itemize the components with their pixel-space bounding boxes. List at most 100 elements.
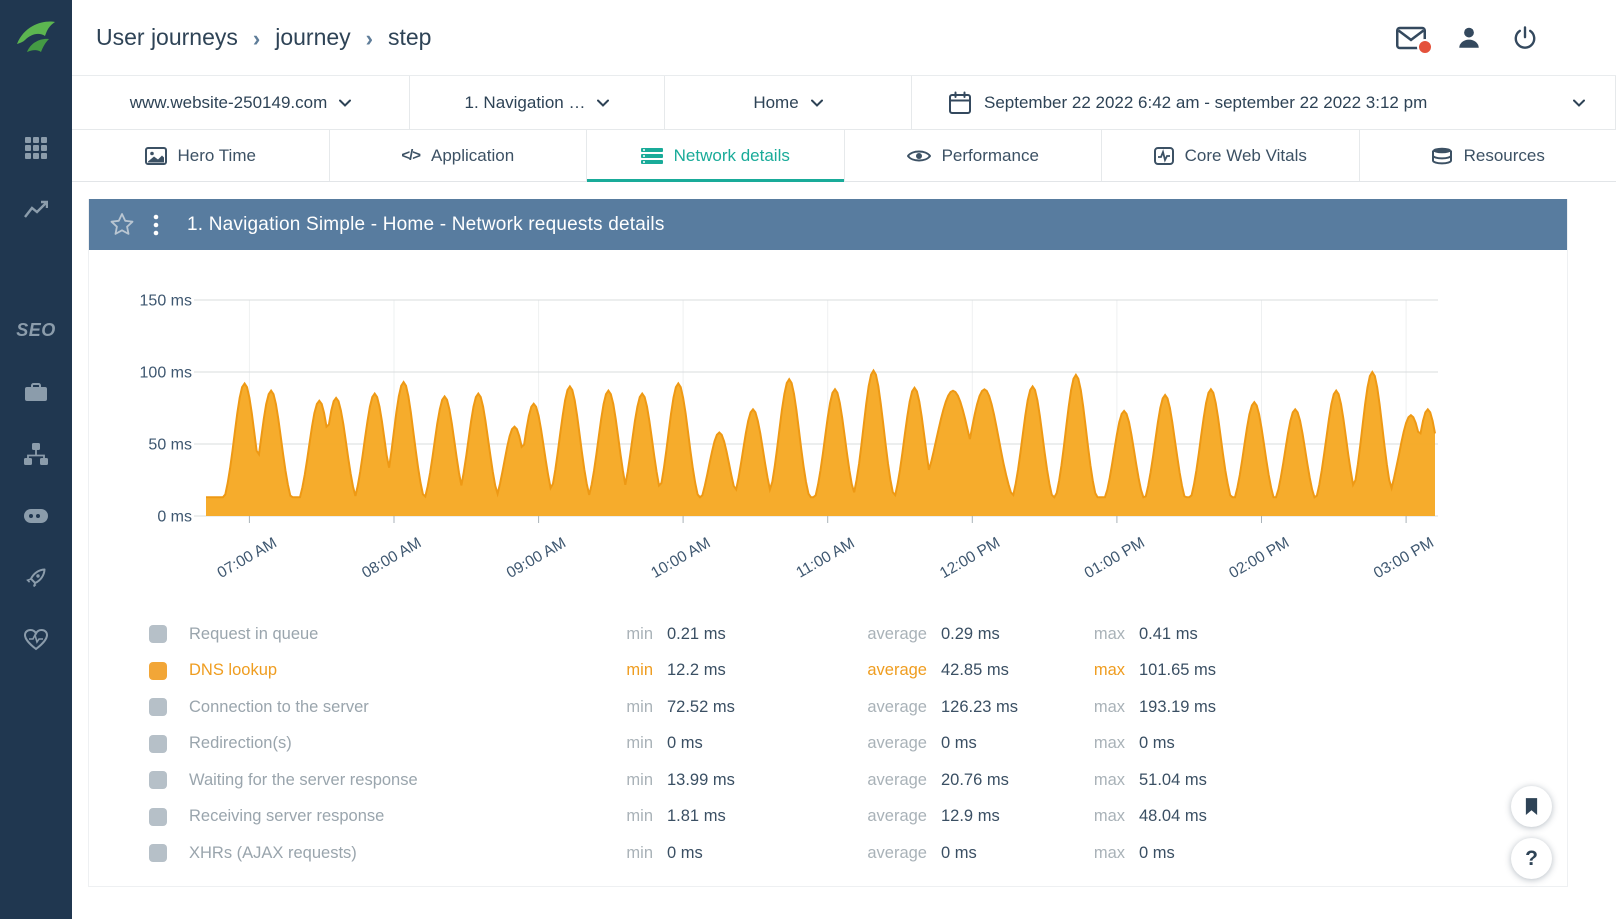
max-label: max [1093, 843, 1125, 862]
breadcrumb-user-journeys[interactable]: User journeys [96, 24, 238, 50]
breadcrumb-journey[interactable]: journey [275, 24, 351, 50]
kebab-menu-icon [153, 214, 159, 235]
max-label: max [1093, 770, 1125, 789]
max-value: 0.41 ms [1139, 624, 1198, 643]
series-label[interactable]: Waiting for the server response [189, 770, 418, 789]
legend-row-request-in-queue: Request in queue min 0.21 ms average 0.2… [149, 616, 1567, 653]
tab-application[interactable]: </> Application [330, 130, 587, 181]
resources-stack-icon [1431, 147, 1452, 164]
messages-button[interactable] [1396, 26, 1433, 55]
sidebar-item-servers[interactable] [23, 502, 48, 530]
chevron-down-icon [810, 99, 823, 107]
sidebar-item-health[interactable] [23, 626, 48, 654]
series-checkbox[interactable] [149, 807, 167, 826]
sidebar-nav: SEO [16, 134, 56, 654]
legend-row-receiving: Receiving server response min 1.81 ms av… [149, 799, 1567, 836]
max-value: 51.04 ms [1139, 770, 1207, 789]
series-label[interactable]: Request in queue [189, 624, 319, 643]
series-checkbox[interactable] [149, 734, 167, 753]
seo-label: SEO [16, 319, 56, 340]
max-value: 0 ms [1139, 843, 1175, 862]
series-label[interactable]: Receiving server response [189, 807, 385, 826]
min-value: 1.81 ms [667, 807, 726, 826]
series-checkbox[interactable] [149, 844, 167, 863]
avg-value: 12.9 ms [941, 807, 1000, 826]
sidebar-item-dashboards[interactable] [24, 134, 47, 162]
avg-value: 0 ms [941, 843, 977, 862]
sidebar-item-user-journeys[interactable] [23, 440, 48, 468]
series-checkbox[interactable] [149, 625, 167, 644]
tab-core-web-vitals[interactable]: Core Web Vitals [1102, 130, 1360, 181]
avg-label: average [867, 770, 927, 789]
svg-text:08:00 AM: 08:00 AM [359, 534, 424, 581]
min-label: min [626, 807, 653, 826]
breadcrumb-step[interactable]: step [387, 24, 432, 50]
chevron-down-icon [597, 99, 610, 107]
avg-label: average [867, 624, 927, 643]
favorite-button[interactable] [109, 212, 135, 237]
website-dropdown[interactable]: www.website-250149.com [72, 76, 410, 129]
step-dropdown-value: Home [753, 92, 799, 112]
series-label[interactable]: Connection to the server [189, 697, 369, 716]
series-label[interactable]: Redirection(s) [189, 734, 292, 753]
min-label: min [626, 734, 653, 753]
sidebar-item-seo[interactable]: SEO [16, 316, 56, 344]
main-area: User journeys › journey › step [72, 0, 1616, 919]
star-icon [110, 213, 134, 235]
svg-text:03:00 PM: 03:00 PM [1371, 534, 1437, 582]
sidebar-item-launch[interactable] [24, 564, 48, 592]
svg-text:09:00 AM: 09:00 AM [504, 534, 569, 581]
legend-row-xhrs: XHRs (AJAX requests) min 0 ms average 0 … [149, 835, 1567, 872]
svg-text:0 ms: 0 ms [157, 509, 192, 526]
panel-menu-button[interactable] [153, 214, 159, 236]
series-checkbox[interactable] [149, 698, 167, 717]
brand-bird-icon [17, 21, 55, 52]
tab-resources[interactable]: Resources [1360, 130, 1616, 181]
network-requests-chart[interactable]: 0 ms 50 ms 100 ms 150 ms 07:00 AM 08:00 AM 09:… [89, 258, 1567, 593]
journey-dropdown-value: 1. Navigation … [464, 92, 586, 112]
tab-label: Hero Time [177, 145, 256, 165]
legend-row-dns-lookup: DNS lookup min 12.2 ms average 42.85 ms … [149, 653, 1567, 690]
series-label[interactable]: XHRs (AJAX requests) [189, 843, 357, 862]
bookmark-button[interactable] [1511, 786, 1552, 827]
min-value: 72.52 ms [667, 697, 735, 716]
avg-label: average [867, 807, 927, 826]
series-label[interactable]: DNS lookup [189, 661, 278, 680]
notification-badge [1417, 38, 1433, 55]
account-button[interactable] [1456, 25, 1482, 51]
logout-button[interactable] [1512, 25, 1538, 51]
help-button[interactable]: ? [1511, 838, 1552, 879]
brand-logo[interactable] [0, 0, 72, 72]
network-details-panel: 1. Navigation Simple - Home - Network re… [88, 199, 1568, 887]
avg-value: 20.76 ms [941, 770, 1009, 789]
help-icon: ? [1525, 846, 1538, 870]
step-dropdown[interactable]: Home [665, 76, 912, 129]
svg-text:100 ms: 100 ms [140, 365, 192, 382]
max-label: max [1093, 661, 1125, 680]
breadcrumb: User journeys › journey › step [96, 24, 431, 52]
journey-dropdown[interactable]: 1. Navigation … [410, 76, 665, 129]
series-checkbox[interactable] [149, 771, 167, 790]
tab-hero-time[interactable]: Hero Time [72, 130, 330, 181]
website-dropdown-value: www.website-250149.com [129, 92, 328, 112]
legend-row-connection: Connection to the server min 72.52 ms av… [149, 689, 1567, 726]
min-label: min [626, 697, 653, 716]
date-range-picker[interactable]: September 22 2022 6:42 am - september 22… [912, 76, 1616, 129]
max-value: 193.19 ms [1139, 697, 1217, 716]
avg-value: 42.85 ms [941, 661, 1009, 680]
svg-text:02:00 PM: 02:00 PM [1226, 534, 1292, 582]
server-icon [23, 509, 48, 523]
chart-line-icon [24, 200, 48, 218]
series-checkbox[interactable] [149, 661, 167, 680]
min-value: 13.99 ms [667, 770, 735, 789]
svg-text:150 ms: 150 ms [140, 293, 192, 310]
tab-label: Resources [1463, 145, 1545, 165]
sidebar-item-monitoring[interactable] [24, 196, 48, 224]
legend-row-waiting: Waiting for the server response min 13.9… [149, 762, 1567, 799]
briefcase-icon [24, 383, 47, 401]
tab-performance[interactable]: Performance [845, 130, 1102, 181]
tab-network-details[interactable]: Network details [587, 130, 845, 182]
tab-label: Performance [941, 145, 1039, 165]
sidebar-item-toolbox[interactable] [24, 378, 48, 406]
